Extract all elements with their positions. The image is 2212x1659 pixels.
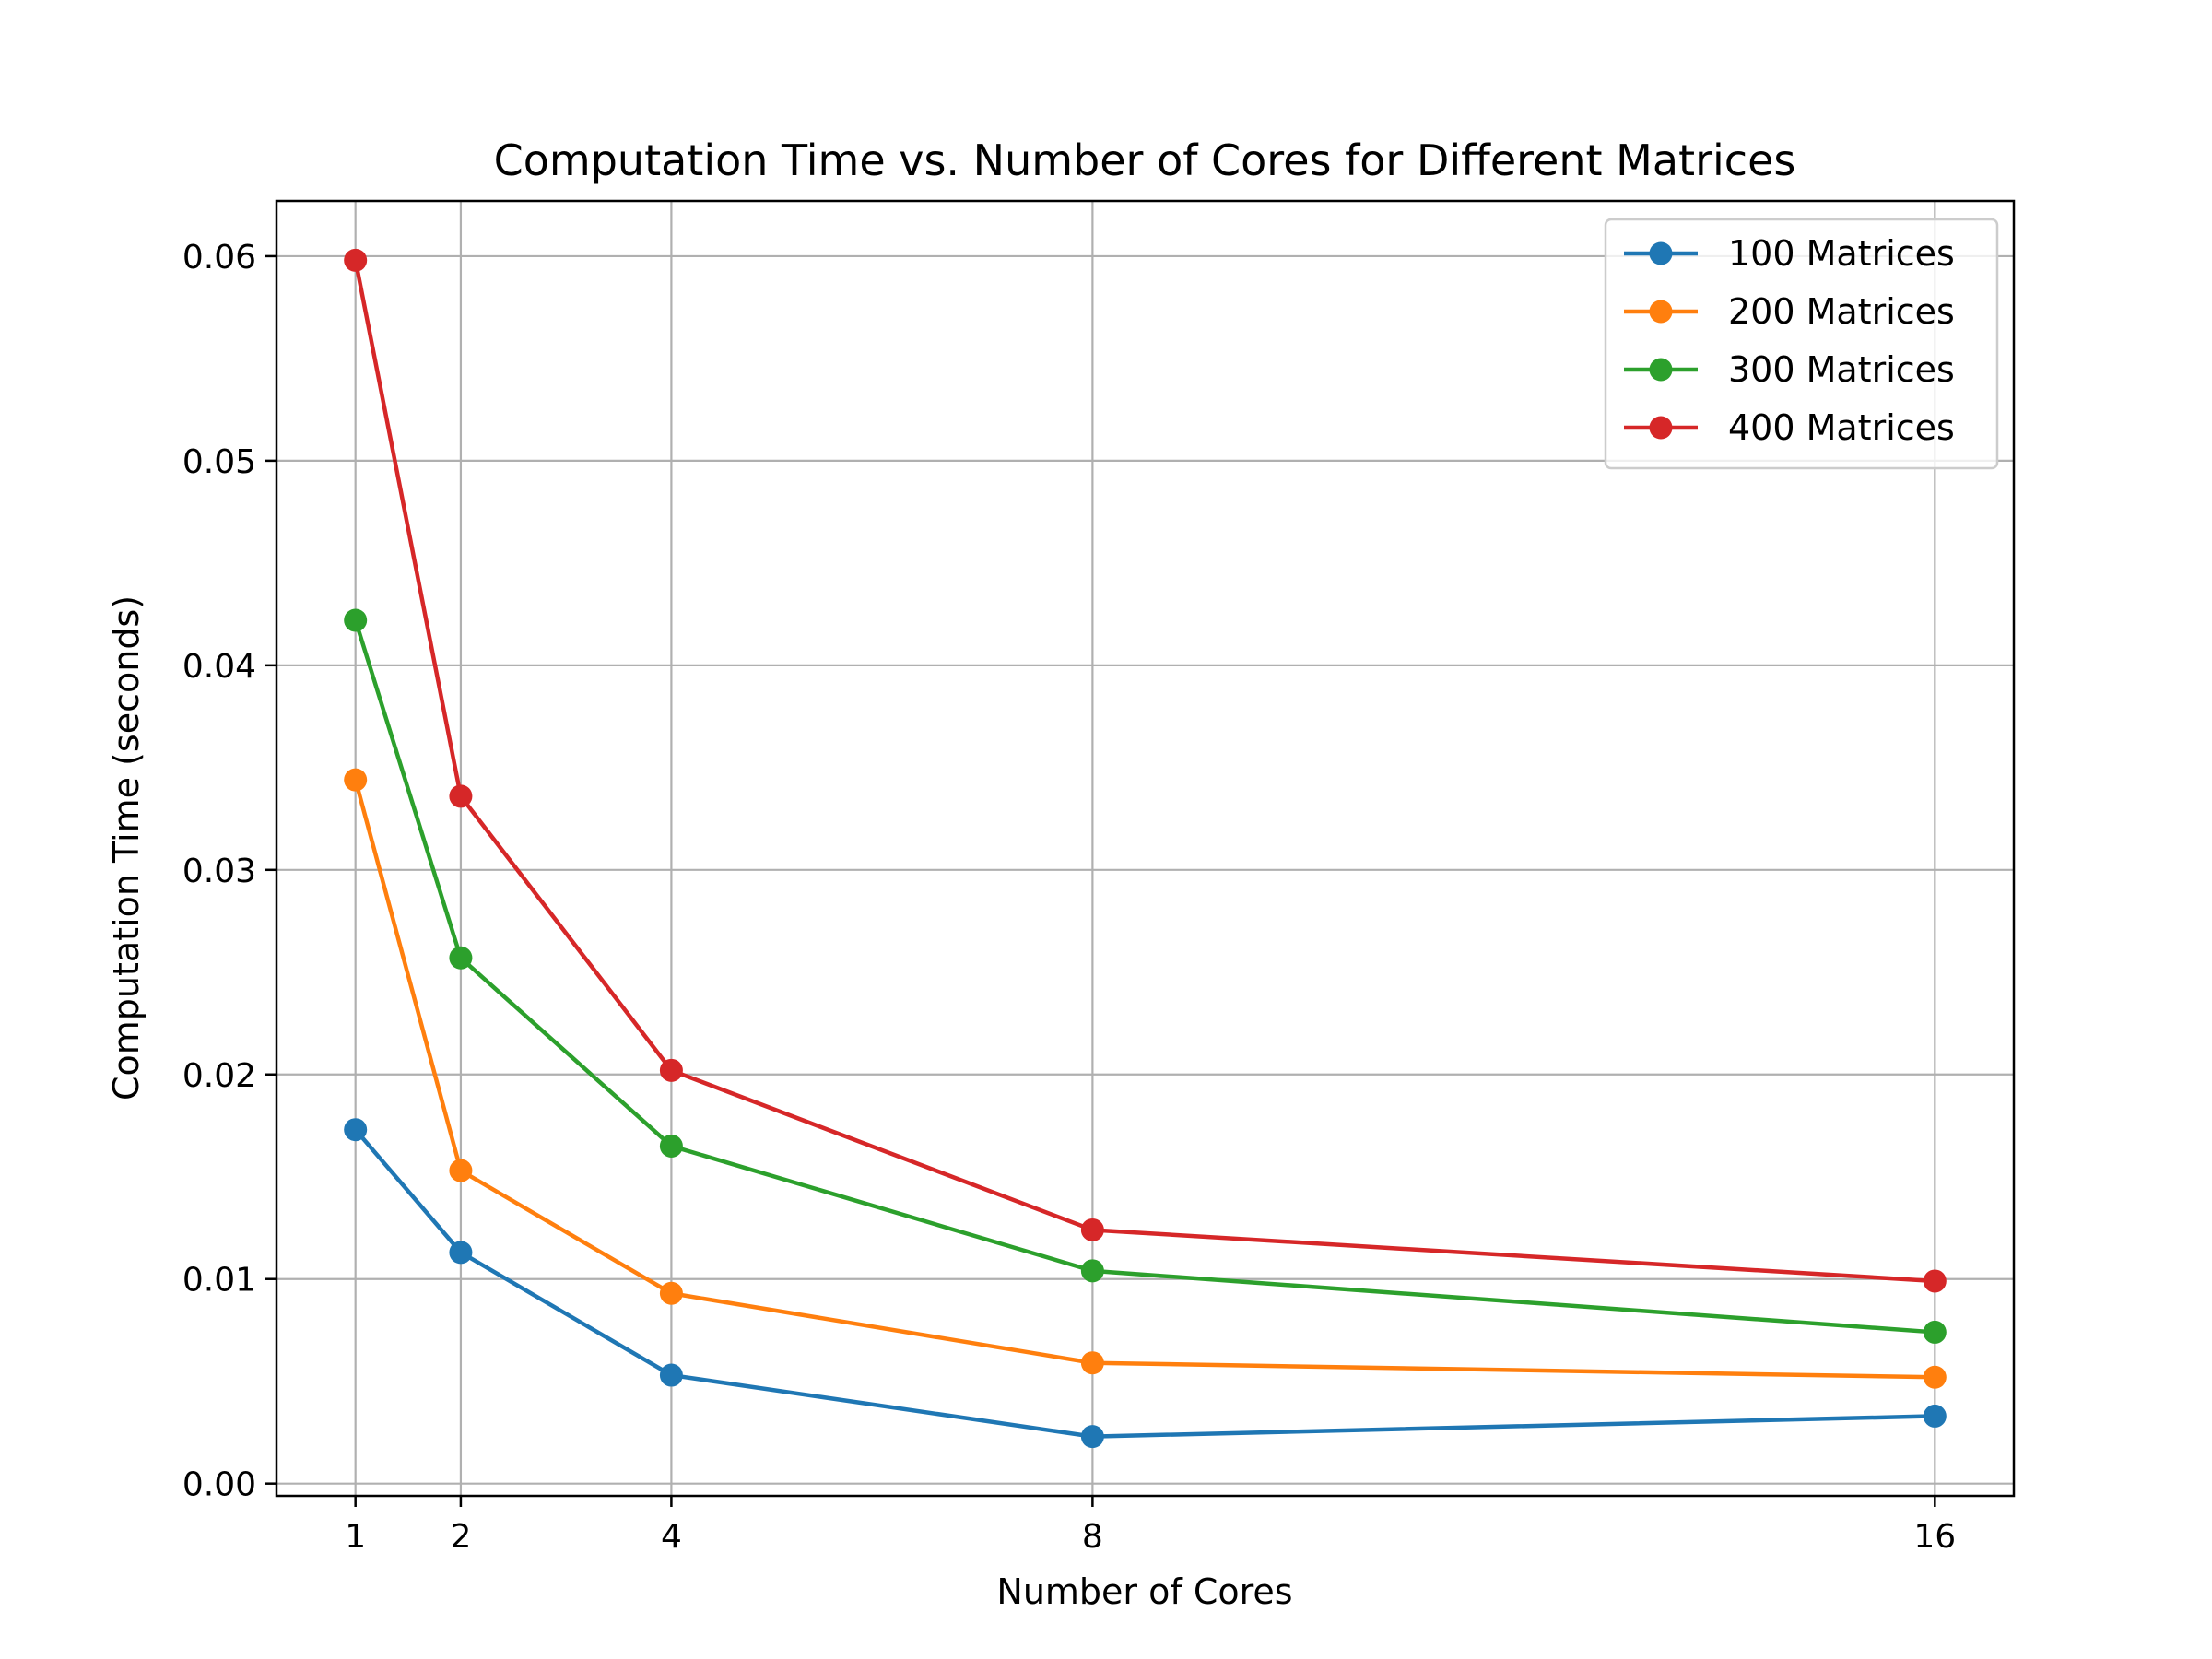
data-point — [449, 1159, 473, 1182]
y-tick-label: 0.05 — [182, 443, 256, 481]
y-tick-label: 0.02 — [182, 1057, 256, 1095]
axis-ticks: 1 2 4 8 16 0.00 0.01 0.02 0.03 0.04 0.05 0.06 — [182, 239, 1956, 1556]
y-tick-label: 0.03 — [182, 853, 256, 890]
legend-label-2: 200 Matrices — [1728, 291, 1955, 332]
data-point — [1080, 1218, 1104, 1241]
grid-layer — [276, 201, 2014, 1496]
data-point — [344, 608, 368, 632]
data-point — [659, 1363, 683, 1387]
x-tick-label: 16 — [1913, 1518, 1956, 1556]
x-tick-label: 8 — [1082, 1518, 1103, 1556]
legend-label-4: 400 Matrices — [1728, 407, 1955, 448]
chart-title: Computation Time vs. Number of Cores for… — [494, 135, 1796, 185]
data-point — [1923, 1320, 1947, 1344]
legend-marker-2 — [1649, 300, 1673, 324]
series-line-3 — [353, 619, 1936, 1335]
legend-marker-1 — [1649, 241, 1673, 265]
data-point — [449, 784, 473, 808]
data-point — [449, 946, 473, 970]
data-point — [1923, 1365, 1947, 1389]
y-tick-label: 0.04 — [182, 648, 256, 686]
x-tick-label: 1 — [345, 1518, 366, 1556]
x-tick-label: 2 — [450, 1518, 471, 1556]
series-line-1 — [353, 1128, 1936, 1439]
legend-marker-4 — [1649, 416, 1673, 440]
plot-frame — [275, 199, 2016, 1498]
y-tick-label: 0.01 — [182, 1262, 256, 1300]
legend-label-3: 300 Matrices — [1728, 349, 1955, 390]
legend: 100 Matrices 200 Matrices 300 Matrices 400 … — [1604, 218, 1999, 470]
legend-box — [1604, 218, 1999, 470]
data-point — [1080, 1351, 1104, 1375]
legend-marker-3 — [1649, 358, 1673, 382]
data-point — [344, 248, 368, 272]
x-tick-label: 4 — [661, 1518, 682, 1556]
data-point — [449, 1241, 473, 1265]
legend-label-1: 100 Matrices — [1728, 233, 1955, 274]
data-point — [1080, 1425, 1104, 1449]
data-point — [344, 1118, 368, 1142]
y-tick-label: 0.00 — [182, 1466, 256, 1504]
data-point — [659, 1134, 683, 1158]
x-axis-label: Number of Cores — [996, 1571, 1292, 1612]
data-point — [659, 1058, 683, 1082]
series-lines — [344, 248, 1947, 1449]
data-point — [1923, 1269, 1947, 1293]
y-axis-label: Computation Time (seconds) — [106, 595, 147, 1100]
data-point — [1080, 1259, 1104, 1283]
data-point — [344, 768, 368, 792]
data-point — [659, 1281, 683, 1305]
y-tick-label: 0.06 — [182, 239, 256, 276]
data-point — [1923, 1404, 1947, 1428]
